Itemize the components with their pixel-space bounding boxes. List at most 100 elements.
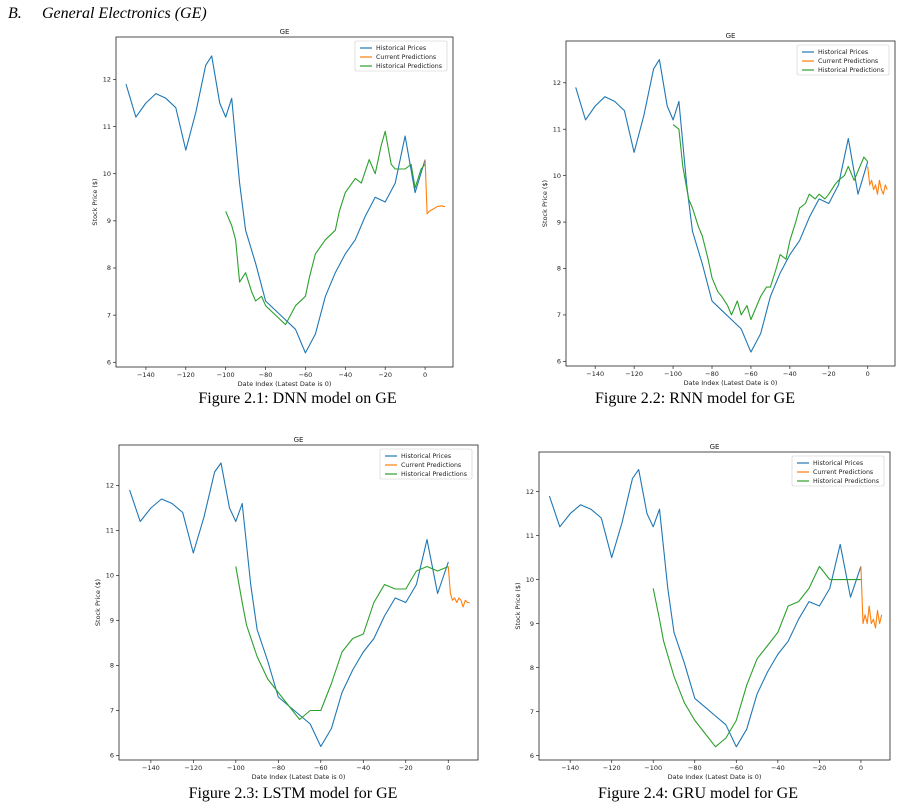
chart-panel-gru: GE −140 −120 −100 −80 −60 −40 −20 0 6 7 8 9 10 11 12 Dat… [513, 443, 895, 781]
y-tick-label: 9 [107, 217, 111, 225]
x-tick-label: −140 [586, 370, 604, 378]
figure-caption-dnn: Figure 2.1: DNN model on GE [198, 390, 397, 407]
y-tick-label: 6 [557, 358, 561, 366]
legend-box [379, 448, 473, 480]
plot-area [115, 36, 454, 368]
legend-entry-historical-prices: Historical Prices [818, 49, 868, 56]
plot-area [565, 40, 896, 367]
x-tick-label: 0 [446, 764, 450, 772]
y-tick-label: 9 [530, 620, 534, 628]
series-line-historical-prices [575, 59, 869, 353]
x-tick-label: −40 [771, 764, 785, 772]
y-tick-label: 12 [526, 488, 534, 496]
y-axis-label: Stock Price ($) [94, 579, 102, 626]
legend-entry-historical-prices: Historical Prices [376, 45, 426, 52]
chart-panel-lstm: GE −140 −120 −100 −80 −60 −40 −20 0 6 7 8 9 10 11 12 Dat… [93, 436, 483, 781]
x-tick-label: −120 [177, 371, 195, 379]
y-axis-label: Stock Price ($) [514, 582, 522, 629]
series-line-historical-predictions [652, 565, 861, 748]
x-tick-label: −60 [299, 371, 313, 379]
x-tick-label: −100 [227, 764, 245, 772]
series-line-historical-predictions [235, 565, 449, 721]
x-tick-label: −80 [688, 764, 702, 772]
x-tick-label: 0 [423, 371, 427, 379]
chart-title: GE [710, 443, 720, 451]
x-tick-label: −100 [217, 371, 235, 379]
legend-entry-historical-predictions: Historical Predictions [376, 63, 442, 70]
x-tick-label: −20 [822, 370, 836, 378]
y-tick-label: 10 [103, 170, 111, 178]
y-tick-label: 7 [107, 311, 111, 319]
legend-box [354, 40, 448, 72]
y-tick-label: 8 [557, 265, 561, 273]
y-tick-label: 7 [110, 707, 114, 715]
series-line-current-predictions [424, 159, 446, 215]
chart-gru: GE −140 −120 −100 −80 −60 −40 −20 0 6 7 8 9 10 11 12 Dat… [514, 443, 891, 781]
x-tick-label: −80 [259, 371, 273, 379]
y-axis-label: Stock Price ($) [91, 178, 99, 225]
chart-panel-rnn: GE −140 −120 −100 −80 −60 −40 −20 0 6 7 8 9 10 11 12 Dat… [540, 32, 900, 387]
x-tick-label: −140 [142, 764, 160, 772]
x-tick-label: −40 [783, 370, 797, 378]
series-line-historical-prices [129, 462, 449, 748]
series-line-historical-predictions [672, 124, 869, 321]
legend-entry-current-predictions: Current Predictions [401, 462, 461, 469]
chart-title: GE [294, 436, 304, 444]
series-line-current-predictions [867, 166, 888, 195]
legend-entry-historical-predictions: Historical Predictions [818, 67, 884, 74]
y-tick-label: 11 [103, 123, 111, 131]
legend-entry-current-predictions: Current Predictions [818, 58, 878, 65]
chart-panel-dnn: GE −140 −120 −100 −80 −60 −40 −20 0 6 7 8 9 10 11 12 Dat… [90, 28, 458, 388]
y-tick-label: 12 [103, 76, 111, 84]
y-tick-label: 8 [110, 662, 114, 670]
series-line-historical-prices [125, 55, 426, 354]
x-tick-label: −80 [271, 764, 285, 772]
chart-dnn: GE −140 −120 −100 −80 −60 −40 −20 0 6 7 8 9 10 11 12 Dat… [91, 28, 454, 388]
y-tick-label: 11 [553, 125, 561, 133]
y-tick-label: 10 [553, 172, 561, 180]
x-tick-label: −120 [184, 764, 202, 772]
y-tick-label: 12 [553, 79, 561, 87]
legend-entry-historical-prices: Historical Prices [813, 460, 863, 467]
chart-title: GE [726, 32, 736, 40]
chart-lstm: GE −140 −120 −100 −80 −60 −40 −20 0 6 7 8 9 10 11 12 Dat… [94, 436, 479, 781]
x-tick-label: −120 [603, 764, 621, 772]
x-tick-label: −140 [561, 764, 579, 772]
section-heading: B. General Electronics (GE) [8, 5, 207, 23]
y-axis-label: Stock Price ($) [541, 180, 549, 227]
y-tick-label: 11 [106, 527, 114, 535]
y-tick-label: 7 [530, 708, 534, 716]
series-line-current-predictions [860, 566, 883, 629]
x-tick-label: −60 [314, 764, 328, 772]
x-tick-label: 0 [866, 370, 870, 378]
x-tick-label: −60 [729, 764, 743, 772]
x-tick-label: −140 [137, 371, 155, 379]
legend-entry-current-predictions: Current Predictions [376, 54, 436, 61]
y-tick-label: 8 [107, 264, 111, 272]
y-tick-label: 6 [530, 752, 534, 760]
x-tick-label: −40 [338, 371, 352, 379]
plot-area [538, 451, 891, 761]
x-tick-label: −40 [356, 764, 370, 772]
x-axis-label: Date Index (Latest Date is 0) [252, 773, 346, 781]
section-number: B. [8, 5, 22, 22]
x-tick-label: −100 [644, 764, 662, 772]
series-line-current-predictions [447, 566, 470, 608]
chart-rnn: GE −140 −120 −100 −80 −60 −40 −20 0 6 7 8 9 10 11 12 Dat… [541, 32, 896, 387]
y-tick-label: 11 [526, 532, 534, 540]
x-axis-label: Date Index (Latest Date is 0) [668, 773, 762, 781]
chart-title: GE [280, 28, 290, 36]
y-tick-label: 12 [106, 482, 114, 490]
y-tick-label: 10 [526, 576, 534, 584]
x-tick-label: 0 [859, 764, 863, 772]
x-tick-label: −20 [399, 764, 413, 772]
legend-box [796, 44, 890, 76]
y-tick-label: 9 [110, 617, 114, 625]
figure-caption-lstm: Figure 2.3: LSTM model for GE [188, 785, 398, 802]
x-tick-label: −60 [744, 370, 758, 378]
legend-box [791, 455, 885, 487]
plot-area [118, 444, 479, 761]
legend-entry-historical-predictions: Historical Predictions [813, 478, 879, 485]
y-tick-label: 10 [106, 572, 114, 580]
figure-caption-rnn: Figure 2.2: RNN model for GE [595, 390, 795, 407]
